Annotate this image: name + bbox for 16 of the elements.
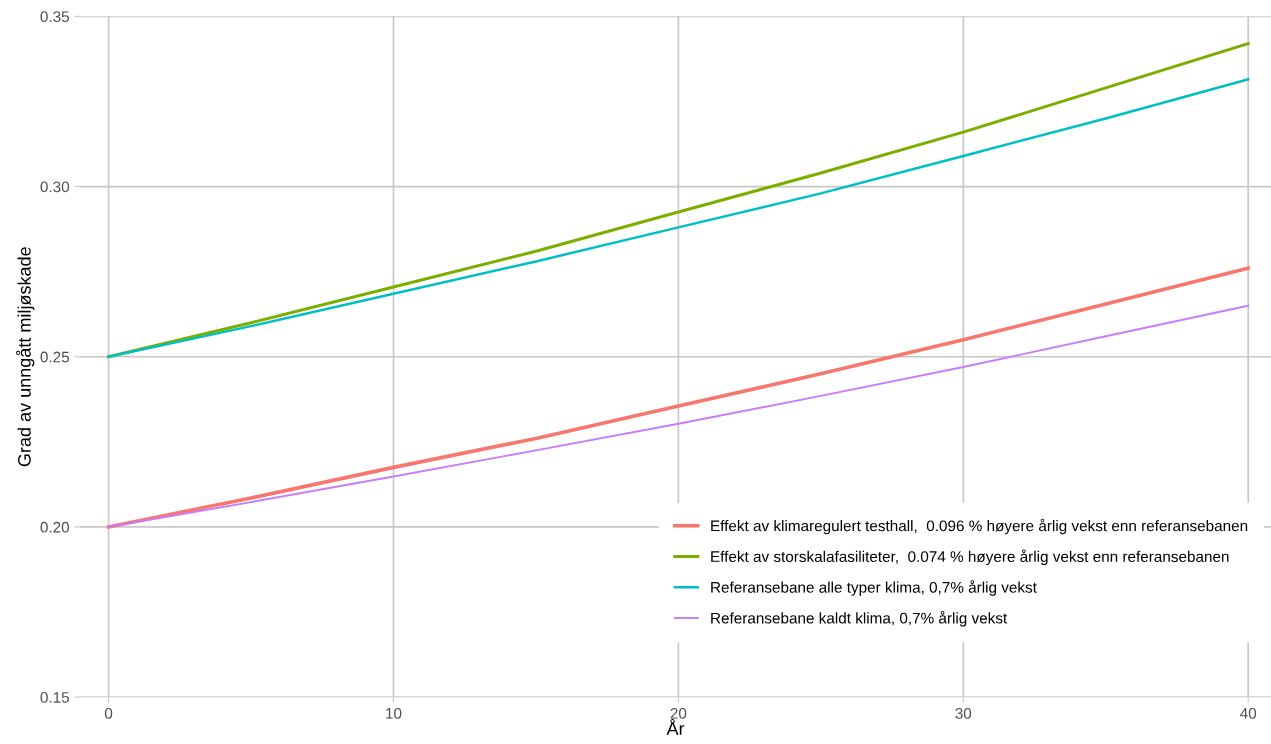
y-tick-label: 0.30 (40, 181, 70, 193)
x-tick-label: 0 (104, 707, 113, 719)
legend-label: Referansebane alle typer klima, 0,7% årlig vekst (711, 580, 1037, 596)
legend-label: Effekt av storskalafasiliteter, 0.074 % høyere årlig vekst enn referansebanen (711, 549, 1229, 566)
y-tick-label: 0.15 (40, 692, 70, 703)
legend-label: Effekt av klimaregulert testhall, 0.096 % høyere årlig vekst enn referansebanen (711, 518, 1248, 535)
x-axis-title: År (666, 719, 685, 735)
y-tick-label: 0.20 (40, 521, 70, 533)
x-tick-label: 20 (670, 707, 687, 719)
x-tick-label: 40 (1240, 707, 1257, 719)
x-tick-label: 30 (955, 707, 972, 719)
y-tick-label: 0.25 (40, 351, 70, 363)
y-tick-label: 0.35 (40, 11, 70, 23)
x-tick-label: 10 (386, 707, 402, 719)
legend-label: Referansebane kaldt klima, 0,7% årlig vekst (711, 611, 1008, 627)
y-axis-title: Grad av unngått miljøskade (16, 247, 35, 467)
